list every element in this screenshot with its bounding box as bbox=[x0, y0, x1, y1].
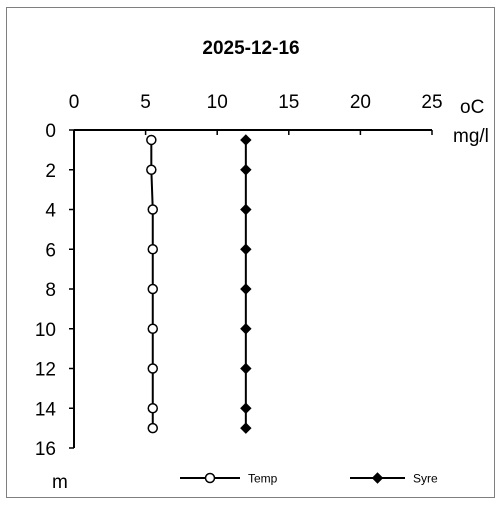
y-tick-label: 16 bbox=[35, 439, 56, 460]
data-point bbox=[240, 243, 252, 255]
x-tick-label: 5 bbox=[140, 92, 151, 113]
data-point bbox=[240, 362, 252, 375]
data-point bbox=[147, 283, 159, 295]
chart-title: 2025-12-16 bbox=[202, 38, 299, 59]
data-point bbox=[146, 164, 157, 175]
y-tick-label: 12 bbox=[35, 360, 56, 381]
x-unit-label-top: oC bbox=[460, 97, 484, 118]
x-unit-label-bottom: mg/l bbox=[453, 126, 489, 147]
y-tick-label: 6 bbox=[45, 240, 56, 261]
y-tick-label: 14 bbox=[35, 399, 57, 420]
data-point bbox=[240, 134, 252, 146]
y-tick-label: 4 bbox=[45, 201, 56, 222]
series-syre bbox=[240, 134, 252, 434]
legend-marker bbox=[204, 472, 216, 484]
y-unit-label: m bbox=[52, 472, 68, 493]
data-point bbox=[147, 323, 159, 334]
legend-label: Temp bbox=[248, 472, 278, 486]
data-point bbox=[147, 363, 159, 374]
x-tick-label: 20 bbox=[350, 92, 371, 113]
data-point bbox=[240, 402, 252, 414]
x-tick-label: 10 bbox=[207, 92, 228, 113]
data-point bbox=[240, 283, 252, 295]
legend-item-temp: Temp bbox=[180, 472, 278, 486]
data-point bbox=[240, 203, 252, 216]
data-point bbox=[147, 204, 159, 215]
axes: 0 5 10 15 20 25 oC mg/l 0 2 4 6 8 10 12 14 16 m bbox=[35, 92, 489, 493]
y-tick-label: 0 bbox=[45, 121, 56, 142]
data-point bbox=[240, 164, 252, 176]
legend-item-syre: Syre bbox=[350, 472, 438, 486]
data-point bbox=[146, 134, 157, 146]
data-point bbox=[240, 323, 252, 335]
x-tick-label: 15 bbox=[278, 92, 299, 113]
series-temp bbox=[146, 134, 159, 434]
chart-border bbox=[6, 7, 495, 498]
series-layer bbox=[146, 134, 252, 434]
data-point bbox=[240, 422, 252, 434]
legend: Temp Syre bbox=[180, 472, 438, 486]
y-tick-label: 2 bbox=[45, 161, 56, 182]
x-tick-label: 0 bbox=[69, 92, 80, 113]
legend-label: Syre bbox=[413, 472, 438, 486]
x-tick-label: 25 bbox=[421, 92, 442, 113]
y-tick-label: 10 bbox=[35, 320, 56, 341]
data-point bbox=[147, 422, 159, 434]
data-point bbox=[147, 244, 159, 255]
legend-marker bbox=[371, 472, 384, 484]
data-point bbox=[147, 403, 159, 414]
y-tick-label: 8 bbox=[45, 280, 56, 301]
